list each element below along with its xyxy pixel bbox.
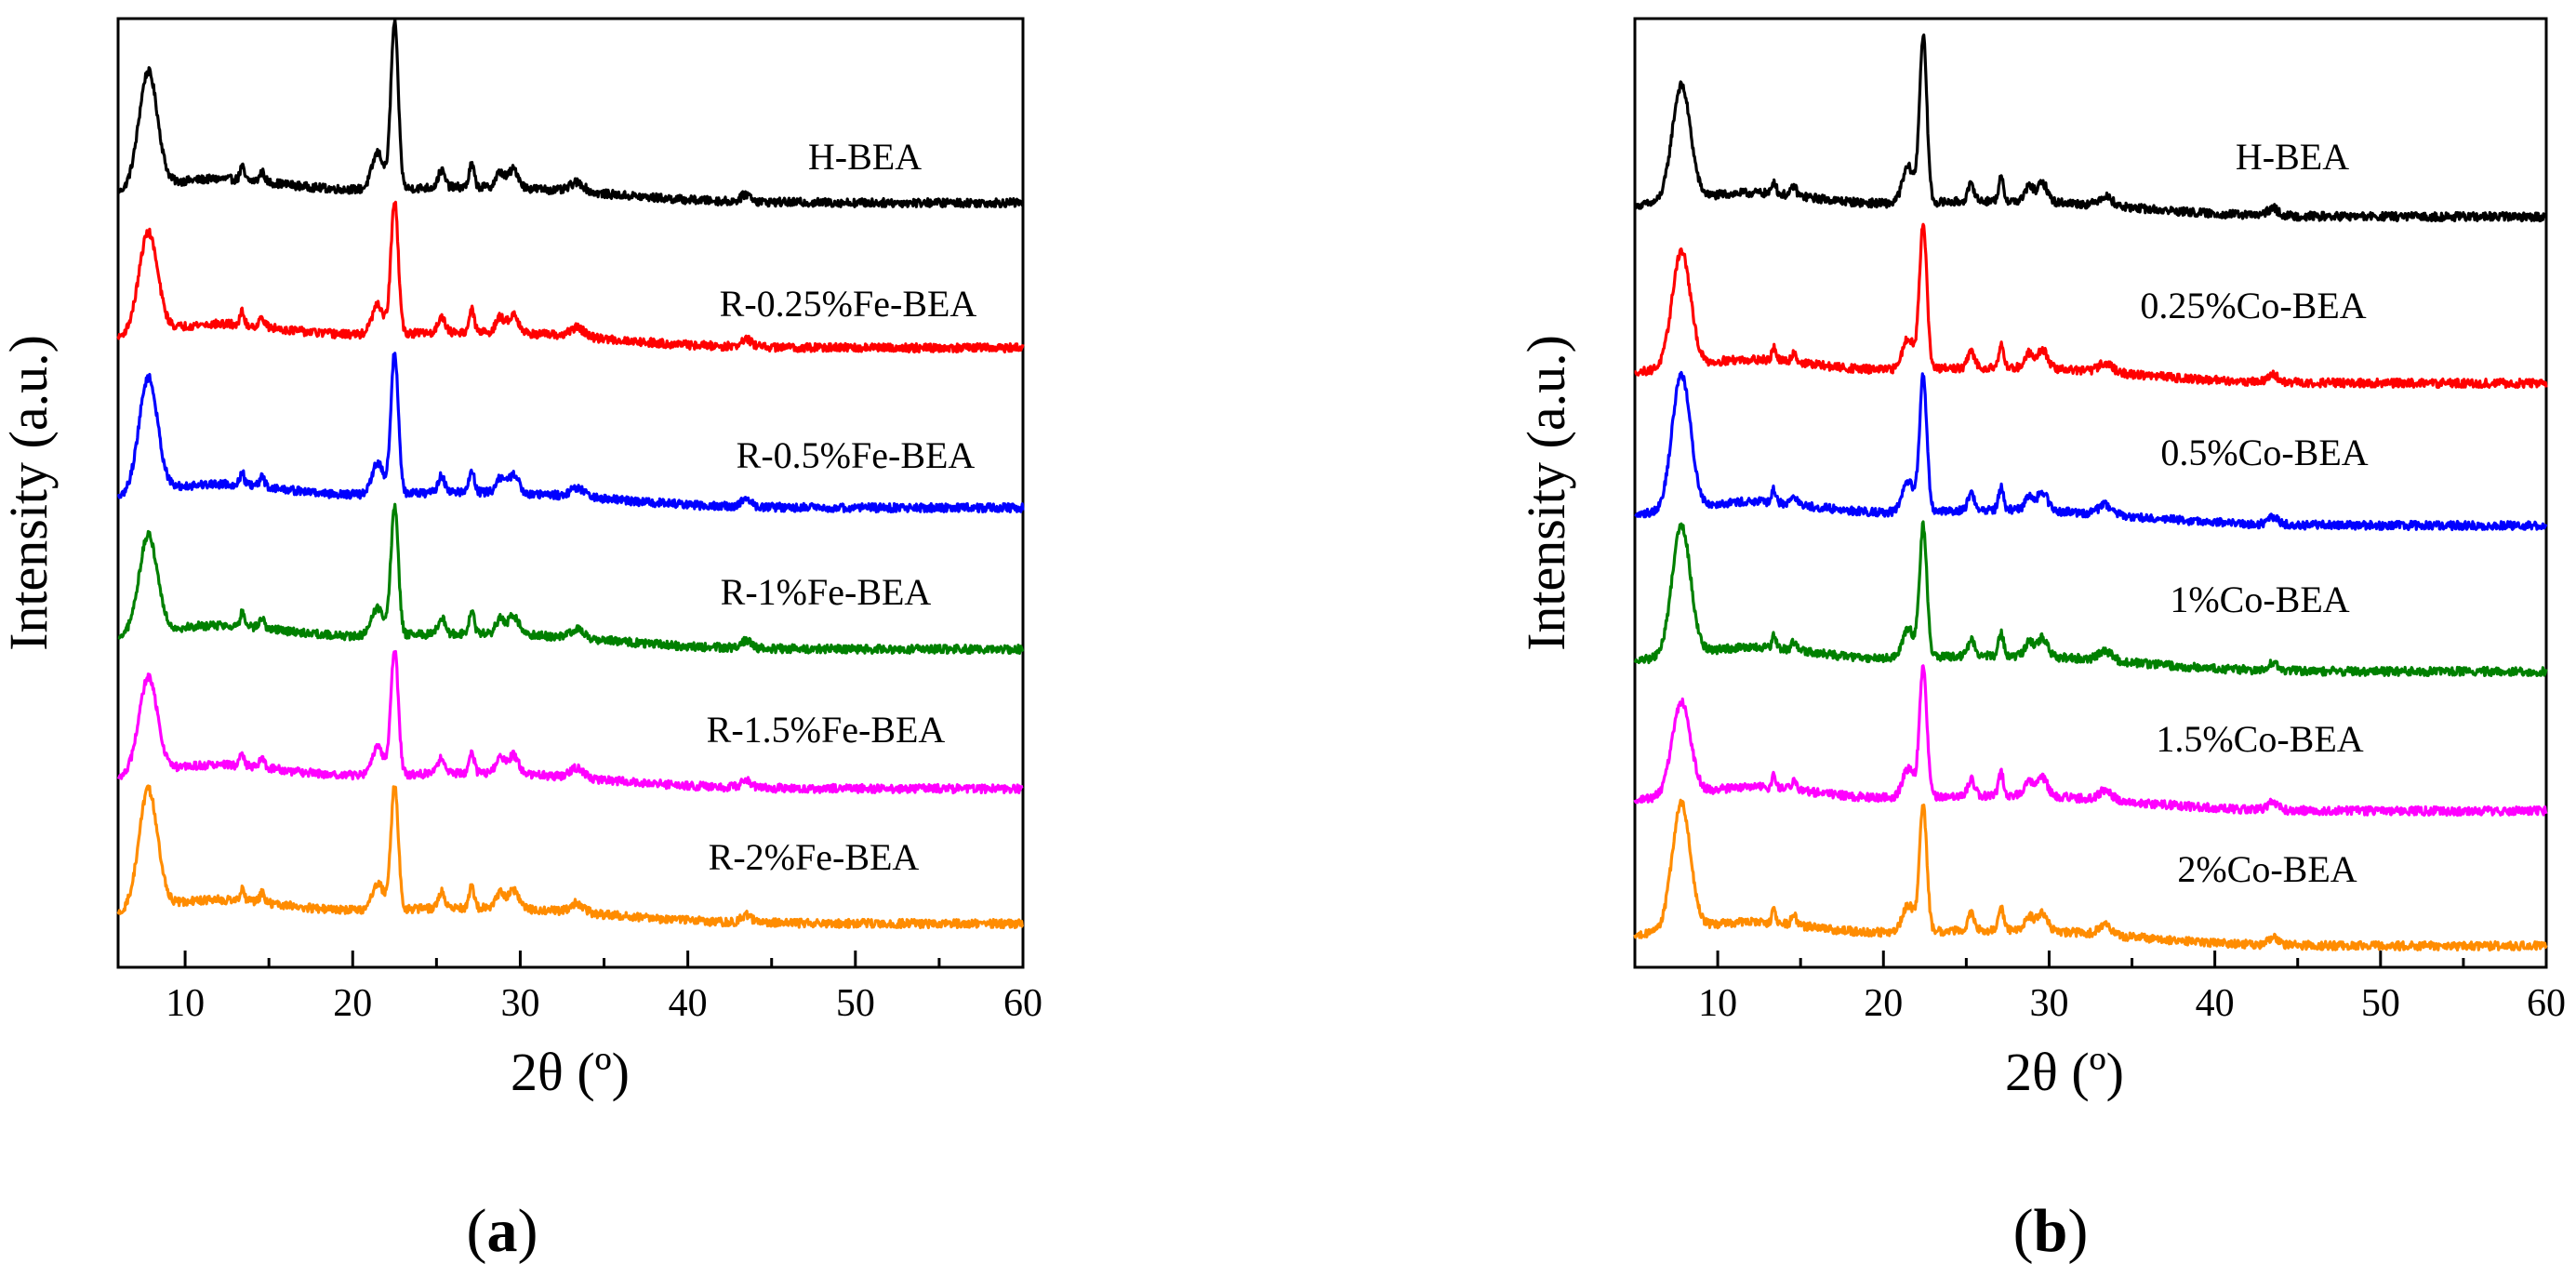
x-tick-label: 20	[1864, 982, 1903, 1025]
series-line	[116, 18, 1025, 209]
series-line	[1634, 370, 2548, 532]
series-label: R-1.5%Fe-BEA	[707, 709, 946, 751]
series-line	[1633, 520, 2548, 677]
panel-label: (a)	[467, 1197, 538, 1265]
x-tick-label: 30	[2029, 982, 2068, 1025]
series-label: 1%Co-BEA	[2170, 579, 2349, 620]
series-line	[1633, 33, 2547, 223]
series-line	[116, 200, 1025, 353]
plot-frame	[116, 17, 1025, 969]
series-line	[116, 352, 1025, 513]
panel-label: (b)	[2013, 1197, 2089, 1265]
x-tick-label: 50	[2361, 982, 2400, 1025]
series-label: R-2%Fe-BEA	[709, 836, 920, 878]
series-label: H-BEA	[808, 136, 922, 178]
series-label: 1.5%Co-BEA	[2156, 718, 2363, 760]
x-tick-label: 60	[2527, 982, 2566, 1025]
x-tick-label: 40	[2196, 982, 2235, 1025]
y-axis-label: Intensity (a.u.)	[1516, 335, 1576, 651]
series-line	[116, 649, 1024, 795]
series-label: R-1%Fe-BEA	[721, 571, 932, 613]
x-tick-label: 50	[836, 982, 875, 1025]
x-tick-label: 10	[1698, 982, 1737, 1025]
x-tick-label: 60	[1003, 982, 1042, 1025]
x-tick-label: 30	[500, 982, 539, 1025]
panel-a: 10 20 30 40 50 60 2θ (º) Intensity (a.u.) (a) H-B…	[0, 17, 1042, 1265]
series-line	[117, 502, 1025, 655]
series-label: R-0.25%Fe-BEA	[720, 283, 977, 325]
x-tick-label: 20	[333, 982, 372, 1025]
series-line	[1633, 798, 2548, 952]
x-tick-label: 10	[166, 982, 205, 1025]
series-label: R-0.5%Fe-BEA	[737, 434, 976, 476]
series-label: 2%Co-BEA	[2177, 848, 2357, 890]
series-label: 0.5%Co-BEA	[2160, 432, 2368, 473]
series-label: 0.25%Co-BEA	[2140, 285, 2366, 326]
x-tick-label: 40	[669, 982, 708, 1025]
series-line	[1634, 222, 2548, 390]
plot-frame	[1633, 17, 2548, 969]
panel-b: 10 20 30 40 50 60 2θ (º) Intensity (a.u.) (b) H-B…	[1516, 17, 2566, 1265]
x-axis-label: 2θ (º)	[2005, 1042, 2124, 1102]
series-label: H-BEA	[2236, 136, 2349, 178]
series-line	[116, 784, 1025, 930]
x-axis-label: 2θ (º)	[511, 1042, 630, 1102]
series-line	[1633, 664, 2548, 818]
y-axis-label: Intensity (a.u.)	[0, 335, 59, 651]
